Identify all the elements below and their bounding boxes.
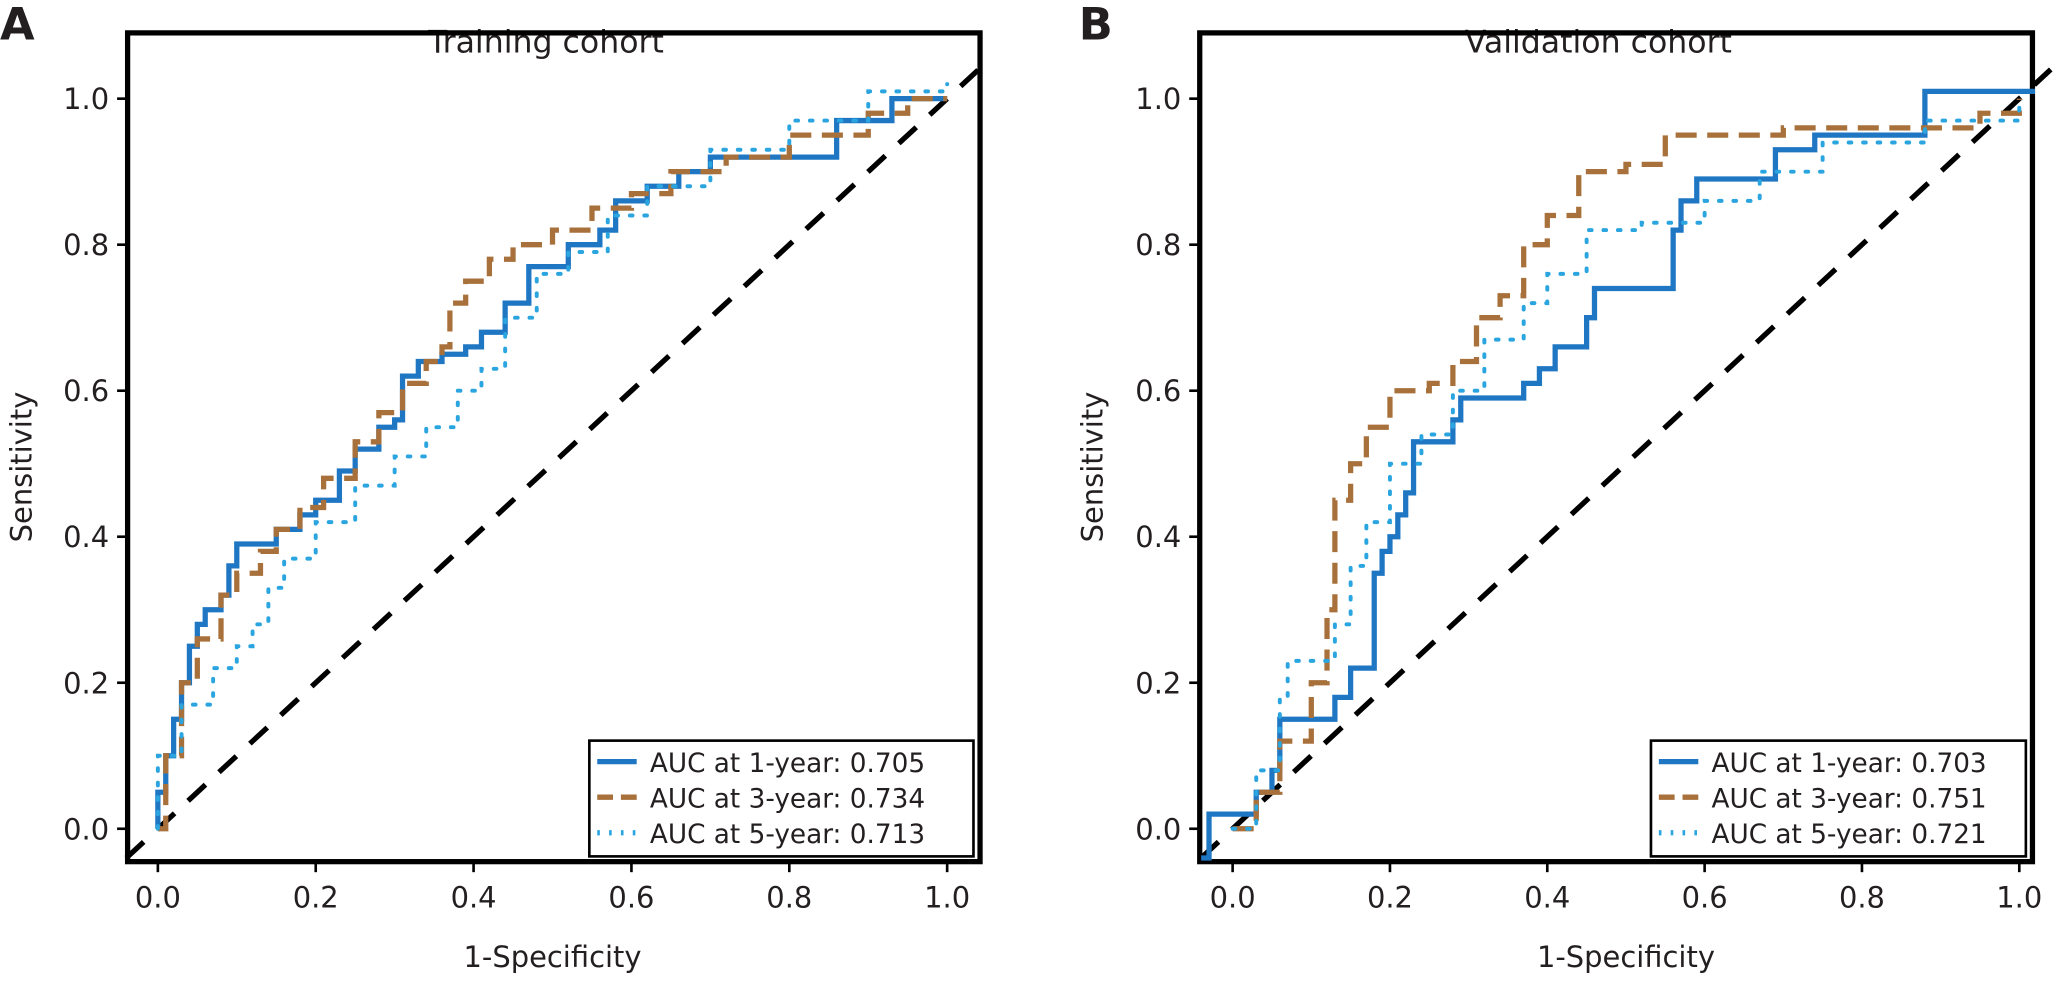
y-tick-label: 1.0 [63, 82, 109, 116]
y-tick-label: 0.2 [1135, 666, 1181, 700]
panel-label: B [1079, 0, 1113, 50]
y-tick-label: 0.8 [1135, 228, 1181, 262]
legend-label-y5: AUC at 5-year: 0.713 [650, 820, 925, 850]
panel-label: A [0, 0, 35, 50]
roc-curve-y1 [1201, 88, 2036, 861]
y-tick-label: 0.6 [63, 374, 109, 408]
roc-curve-y3 [1232, 98, 2022, 832]
roc-curve-y5 [1230, 103, 2022, 831]
x-tick-label: 0.0 [135, 881, 181, 915]
y-tick-label: 0.4 [63, 520, 109, 554]
legend-label-y5: AUC at 5-year: 0.721 [1711, 820, 1986, 850]
roc-curve-y5 [155, 82, 950, 831]
y-tick-label: 0.6 [1135, 374, 1181, 408]
x-tick-label: 0.8 [1839, 881, 1885, 915]
roc-curve-y3 [157, 96, 948, 832]
x-tick-label: 1.0 [1996, 881, 2042, 915]
x-tick-label: 0.6 [608, 881, 654, 915]
y-tick-label: 0.0 [63, 812, 109, 846]
y-axis-label: Sensitivity [5, 392, 39, 543]
legend-label-y1: AUC at 1-year: 0.703 [1711, 749, 1986, 779]
x-tick-label: 0.2 [293, 881, 339, 915]
plot-frame [1197, 30, 2036, 865]
x-tick-label: 0.2 [1367, 881, 1413, 915]
y-tick-label: 1.0 [1135, 82, 1181, 116]
x-tick-label: 0.4 [1524, 881, 1570, 915]
legend-label-y1: AUC at 1-year: 0.705 [650, 749, 925, 779]
plot-frame [124, 30, 983, 865]
x-tick-label: 0.4 [451, 881, 497, 915]
panel-b-validation: B Validation cohort 0.0 0.2 0.4 0.6 0.8 1.0 0.0 0… [1075, 0, 2053, 974]
y-axis-label: Sensitivity [1075, 392, 1109, 543]
legend-box [588, 739, 975, 858]
y-tick-label: 0.4 [1135, 520, 1181, 554]
x-tick-label: 0.0 [1210, 881, 1256, 915]
chart-title: Training cohort [427, 25, 664, 61]
panel-a-training: A Training cohort 0.0 0.2 0.4 0.6 0.8 1.0 0.0 0.2… [0, 0, 983, 974]
chart-title: Validation cohort [1465, 25, 1732, 61]
x-tick-label: 0.6 [1682, 881, 1728, 915]
y-tick-label: 0.8 [63, 228, 109, 262]
x-axis-label: 1-Specificity [464, 940, 642, 974]
x-tick-label: 0.8 [766, 881, 812, 915]
y-tick-label: 0.0 [1135, 812, 1181, 846]
x-axis-label: 1-Specificity [1537, 940, 1715, 974]
y-tick-label: 0.2 [63, 666, 109, 700]
legend-label-y3: AUC at 3-year: 0.734 [650, 785, 925, 815]
legend-box [1649, 739, 2028, 858]
x-tick-label: 1.0 [924, 881, 970, 915]
legend-label-y3: AUC at 3-year: 0.751 [1711, 785, 1986, 815]
